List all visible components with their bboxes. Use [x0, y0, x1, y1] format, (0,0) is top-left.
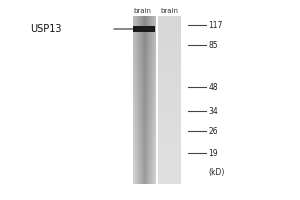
- Text: 117: 117: [208, 21, 223, 29]
- Text: 48: 48: [208, 83, 218, 92]
- Text: (kD): (kD): [208, 168, 225, 176]
- Text: 19: 19: [208, 148, 218, 158]
- Bar: [133, 26, 155, 32]
- Text: 34: 34: [208, 106, 218, 116]
- Text: 85: 85: [208, 40, 218, 49]
- Text: brain: brain: [134, 8, 152, 14]
- Text: 26: 26: [208, 127, 218, 136]
- Text: USP13: USP13: [30, 24, 61, 34]
- Text: brain: brain: [160, 8, 178, 14]
